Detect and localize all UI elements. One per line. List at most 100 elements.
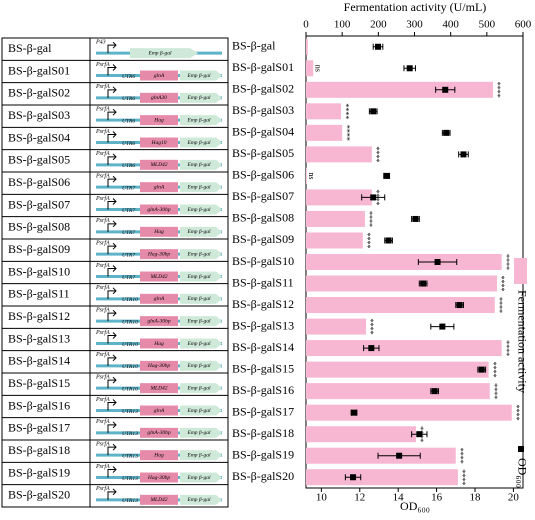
gene-label: Hag-30bp [147, 363, 171, 369]
construct-name: BS-β-galS16 [8, 398, 70, 412]
y-tick-label: BS-β-gal [232, 39, 276, 53]
reporter-label: Emp β-gal [186, 318, 211, 324]
promoter-label: PsrfA [95, 106, 110, 113]
reporter-box [180, 383, 222, 394]
reporter-label: Emp β-gal [186, 475, 211, 481]
point [442, 86, 449, 93]
reporter-box [180, 271, 222, 282]
significance-label: **** [502, 340, 511, 356]
utr-label: UTR13 [122, 431, 138, 437]
gene-box [140, 472, 178, 483]
significance-label: **** [489, 362, 498, 378]
reporter-label: Emp β-gal [186, 385, 211, 391]
utr-label: UTR7 [122, 252, 135, 258]
promoter-label: PsrfA [95, 173, 110, 180]
gene-box [140, 293, 178, 304]
legend-label: OD₆₀₀ [515, 458, 529, 488]
x-axis-title: Fermentation activity (U/mL) [344, 0, 487, 14]
reporter-label: Emp β-gal [186, 117, 211, 123]
significance-label: **** [365, 211, 374, 227]
significance-label: **** [502, 254, 511, 270]
point [412, 215, 419, 222]
promoter-label: PsrfA [95, 441, 110, 448]
construct-name: BS-β-galS01 [8, 63, 70, 77]
legend-label: Fermentation activity [515, 290, 529, 393]
x-tick-label: 600 [515, 19, 532, 31]
bar [306, 361, 489, 378]
promoter-arrow [107, 354, 117, 366]
reporter-box [180, 226, 222, 237]
reporter-box [180, 360, 222, 371]
utr-label: UTR10 [122, 364, 138, 370]
construct-name: BS-β-galS20 [8, 488, 70, 502]
x2-axis-title: OD₆₀₀ [400, 499, 430, 513]
bar [306, 167, 307, 184]
point [406, 65, 413, 72]
y-tick-label: BS-β-galS06 [232, 168, 294, 182]
x2-tick-label: 12 [354, 492, 365, 504]
gene-box [140, 405, 178, 416]
utr-label: UTR13 [122, 453, 138, 459]
reporter-box [180, 92, 222, 103]
gene-box [140, 70, 178, 81]
reporter-label: Emp β-gal [186, 95, 211, 101]
table-border [1, 37, 229, 508]
promoter-label: PsrfA [95, 396, 110, 403]
promoter-arrow [107, 86, 117, 98]
promoter-arrow [107, 376, 117, 389]
promoter-label: PsrfA [95, 463, 110, 470]
reporter-label: Emp β-gal [186, 251, 211, 257]
gene-label: glnA [154, 73, 165, 79]
promoter-label: PsrfA [95, 307, 110, 314]
gene-label: Hag-30bp [147, 475, 171, 481]
utr-label: UTR6 [122, 74, 135, 80]
reporter-box [180, 338, 222, 349]
promoter-label: PsrfA [95, 284, 110, 291]
bar [306, 318, 367, 335]
reporter-box [180, 472, 222, 483]
y-tick-label: BS-β-galS16 [232, 383, 294, 397]
significance-label: **** [458, 469, 467, 485]
construct-name: BS-β-galS07 [8, 197, 70, 211]
utr-label: UTR10 [122, 342, 138, 348]
significance-label: ns [307, 172, 316, 179]
construct-name: BS-β-galS04 [8, 130, 70, 144]
construct-name: BS-β-galS17 [8, 421, 70, 435]
bar [306, 189, 372, 206]
y-tick-label: BS-β-galS09 [232, 232, 294, 246]
y-tick-label: BS-β-galS11 [232, 275, 294, 289]
bar [306, 103, 342, 120]
reporter-box [180, 137, 222, 148]
significance-label: **** [342, 125, 351, 141]
gene-label: Hag [153, 452, 164, 458]
reporter-label: Emp β-gal [186, 140, 211, 146]
promoter-arrow [107, 309, 117, 322]
gene-box [140, 204, 178, 215]
point [375, 43, 382, 50]
construct-name: BS-β-galS02 [8, 86, 70, 100]
utr-label: UTR6 [122, 96, 135, 102]
construct-name: BS-β-galS15 [8, 376, 70, 390]
gene-label: glnA [154, 184, 165, 190]
point [420, 280, 427, 287]
legend-swatch [514, 258, 527, 284]
bar [306, 38, 308, 55]
construct-name: BS-β-galS03 [8, 108, 70, 122]
promoter-arrow [107, 488, 117, 500]
promoter-arrow [107, 198, 117, 210]
gene-label: Hag [153, 117, 164, 123]
y-tick-label: BS-β-galS18 [232, 426, 294, 440]
point [370, 108, 377, 115]
gene-label: Hag [153, 229, 164, 235]
y-tick-label: BS-β-galS13 [232, 318, 294, 332]
bar [306, 426, 416, 443]
promoter-arrow [107, 41, 117, 54]
y-tick-label: BS-β-galS14 [232, 340, 294, 354]
gene-label: MLD42 [149, 496, 167, 503]
gene-box [140, 271, 178, 282]
promoter-label: PsrfA [95, 195, 110, 202]
reporter-label: Emp β-gal [186, 408, 211, 414]
reporter-label: Emp β-gal [186, 341, 211, 347]
gene-box [140, 159, 178, 170]
promoter-label: PsrfA [95, 217, 110, 224]
